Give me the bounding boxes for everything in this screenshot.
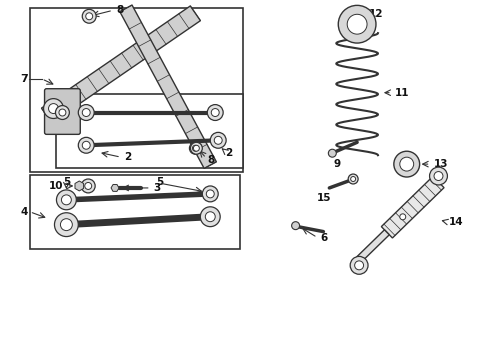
Circle shape (327, 149, 336, 157)
Circle shape (78, 137, 94, 153)
Circle shape (59, 109, 66, 116)
Text: 5: 5 (155, 177, 163, 187)
Circle shape (193, 145, 199, 151)
Circle shape (338, 5, 375, 43)
Circle shape (190, 142, 202, 154)
Polygon shape (356, 230, 388, 262)
Circle shape (347, 174, 357, 184)
Circle shape (350, 176, 355, 181)
Circle shape (205, 212, 215, 222)
Circle shape (48, 104, 59, 113)
Text: 2: 2 (123, 152, 131, 162)
Circle shape (189, 142, 201, 154)
Text: 5: 5 (62, 177, 70, 187)
Circle shape (43, 99, 63, 118)
Circle shape (399, 214, 405, 220)
Circle shape (214, 136, 222, 144)
Circle shape (202, 186, 218, 202)
Circle shape (428, 167, 447, 185)
Bar (56, 94, 243, 168)
Circle shape (82, 109, 90, 117)
Circle shape (82, 141, 90, 149)
Circle shape (211, 109, 219, 117)
Text: 13: 13 (433, 159, 447, 169)
Text: 2: 2 (224, 148, 232, 158)
Circle shape (210, 132, 225, 148)
Text: 15: 15 (317, 193, 331, 203)
Text: 3: 3 (153, 183, 161, 193)
Polygon shape (41, 6, 200, 123)
Circle shape (61, 219, 72, 231)
Circle shape (84, 183, 92, 189)
Circle shape (207, 105, 223, 121)
Circle shape (78, 105, 94, 121)
Circle shape (200, 207, 220, 227)
Text: 9: 9 (333, 159, 340, 169)
Polygon shape (120, 5, 216, 168)
Circle shape (354, 261, 363, 270)
Circle shape (61, 195, 71, 205)
Text: 8: 8 (116, 5, 123, 15)
Circle shape (433, 172, 442, 180)
Circle shape (206, 190, 214, 198)
Polygon shape (381, 176, 443, 238)
Text: 7: 7 (20, 74, 28, 84)
Circle shape (291, 222, 299, 230)
Circle shape (349, 256, 367, 274)
Text: 6: 6 (320, 233, 327, 243)
Bar (30, 175, 240, 249)
Circle shape (85, 13, 93, 20)
Text: 4: 4 (20, 207, 28, 217)
Circle shape (55, 105, 69, 120)
Circle shape (56, 190, 76, 210)
Bar (30, 8, 243, 172)
Text: 10: 10 (49, 181, 63, 191)
Circle shape (81, 179, 95, 193)
Text: 8: 8 (207, 155, 214, 165)
Text: 1: 1 (47, 123, 54, 134)
FancyBboxPatch shape (44, 89, 80, 134)
Circle shape (346, 14, 366, 34)
Text: 14: 14 (447, 217, 462, 227)
Text: 12: 12 (368, 9, 383, 19)
Circle shape (399, 157, 413, 171)
Circle shape (82, 9, 96, 23)
Circle shape (192, 145, 198, 151)
Text: 11: 11 (394, 88, 408, 98)
Circle shape (54, 213, 78, 237)
Circle shape (393, 151, 419, 177)
